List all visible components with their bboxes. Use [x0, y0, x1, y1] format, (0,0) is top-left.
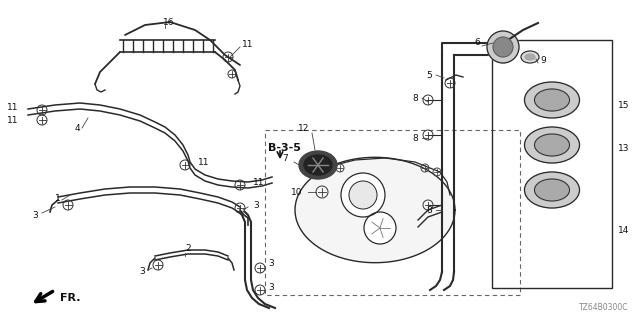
Text: 2: 2	[185, 244, 191, 252]
Ellipse shape	[534, 89, 570, 111]
Ellipse shape	[525, 82, 579, 118]
Text: 4: 4	[75, 124, 81, 132]
Text: 3: 3	[268, 284, 274, 292]
Ellipse shape	[525, 127, 579, 163]
Text: 11: 11	[198, 157, 209, 166]
Text: 8: 8	[412, 133, 418, 142]
Ellipse shape	[304, 155, 332, 175]
Text: 12: 12	[298, 124, 309, 132]
Text: 11: 11	[6, 102, 18, 111]
Text: 11: 11	[242, 39, 253, 49]
Text: 3: 3	[32, 211, 38, 220]
Circle shape	[487, 31, 519, 63]
Circle shape	[349, 181, 377, 209]
Text: 16: 16	[163, 18, 175, 27]
Text: 5: 5	[426, 70, 432, 79]
Text: 3: 3	[253, 201, 259, 210]
Text: FR.: FR.	[60, 293, 81, 303]
Text: 15: 15	[618, 100, 630, 109]
Text: 11: 11	[253, 178, 264, 187]
Text: 7: 7	[282, 154, 288, 163]
Text: 14: 14	[618, 226, 629, 235]
Text: 8: 8	[412, 93, 418, 102]
Text: 13: 13	[618, 143, 630, 153]
Ellipse shape	[299, 151, 337, 179]
Text: TZ64B0300C: TZ64B0300C	[579, 303, 628, 312]
Ellipse shape	[534, 179, 570, 201]
Text: 10: 10	[291, 188, 302, 196]
Bar	[492, 40, 612, 288]
Text: 6: 6	[474, 37, 480, 46]
Ellipse shape	[534, 134, 570, 156]
Text: 11: 11	[6, 116, 18, 124]
Ellipse shape	[525, 54, 535, 60]
Ellipse shape	[525, 172, 579, 208]
Circle shape	[364, 212, 396, 244]
Text: 9: 9	[540, 55, 546, 65]
Bar	[265, 130, 520, 295]
Polygon shape	[295, 157, 455, 263]
Ellipse shape	[521, 51, 539, 63]
Text: 3: 3	[268, 260, 274, 268]
Circle shape	[341, 173, 385, 217]
Text: 3: 3	[140, 268, 145, 276]
Text: B-3-5: B-3-5	[268, 143, 301, 153]
Circle shape	[493, 37, 513, 57]
Text: 1: 1	[55, 194, 61, 203]
Text: 8: 8	[426, 205, 432, 214]
